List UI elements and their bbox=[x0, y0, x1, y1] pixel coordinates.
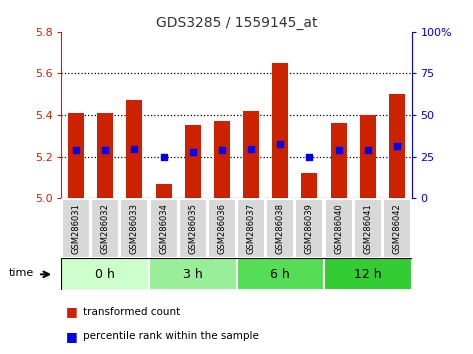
Bar bbox=[91, 199, 119, 258]
Bar bbox=[121, 199, 149, 258]
Bar bbox=[179, 199, 207, 258]
Bar bbox=[214, 121, 230, 198]
Point bbox=[218, 148, 226, 153]
Point bbox=[276, 141, 284, 147]
Bar bbox=[383, 199, 411, 258]
Text: time: time bbox=[9, 268, 35, 278]
Text: GSM286036: GSM286036 bbox=[218, 203, 227, 254]
Text: 3 h: 3 h bbox=[183, 268, 202, 281]
Bar bbox=[324, 258, 412, 290]
Bar bbox=[389, 94, 405, 198]
Text: GSM286039: GSM286039 bbox=[305, 203, 314, 254]
Bar bbox=[296, 199, 324, 258]
Bar bbox=[61, 258, 149, 290]
Text: GSM286038: GSM286038 bbox=[276, 203, 285, 254]
Bar bbox=[149, 199, 177, 258]
Bar bbox=[62, 199, 90, 258]
Point bbox=[247, 147, 255, 152]
Point bbox=[72, 148, 80, 153]
Bar bbox=[156, 184, 172, 198]
Bar bbox=[331, 124, 347, 198]
Text: GSM286035: GSM286035 bbox=[188, 203, 197, 254]
Bar bbox=[237, 199, 265, 258]
Point bbox=[364, 148, 372, 153]
Bar bbox=[68, 113, 84, 198]
Text: GSM286033: GSM286033 bbox=[130, 203, 139, 254]
Bar bbox=[236, 258, 324, 290]
Text: GSM286034: GSM286034 bbox=[159, 203, 168, 254]
Bar bbox=[243, 111, 259, 198]
Text: GSM286042: GSM286042 bbox=[393, 203, 402, 254]
Text: ■: ■ bbox=[66, 330, 78, 343]
Bar bbox=[354, 199, 382, 258]
Bar bbox=[208, 199, 236, 258]
Text: GSM286037: GSM286037 bbox=[246, 203, 255, 254]
Text: GDS3285 / 1559145_at: GDS3285 / 1559145_at bbox=[156, 16, 317, 30]
Point bbox=[189, 150, 197, 155]
Text: GSM286031: GSM286031 bbox=[71, 203, 80, 254]
Bar bbox=[149, 258, 236, 290]
Text: ■: ■ bbox=[66, 305, 78, 318]
Bar bbox=[97, 113, 113, 198]
Text: 12 h: 12 h bbox=[354, 268, 382, 281]
Text: 6 h: 6 h bbox=[271, 268, 290, 281]
Text: percentile rank within the sample: percentile rank within the sample bbox=[83, 331, 259, 341]
Bar bbox=[126, 101, 142, 198]
Bar bbox=[301, 173, 317, 198]
Bar bbox=[324, 199, 352, 258]
Bar bbox=[360, 115, 376, 198]
Point bbox=[393, 143, 401, 149]
Bar bbox=[272, 63, 288, 198]
Point bbox=[160, 154, 167, 159]
Point bbox=[306, 154, 313, 159]
Point bbox=[131, 147, 138, 152]
Bar bbox=[185, 125, 201, 198]
Text: transformed count: transformed count bbox=[83, 307, 180, 316]
Point bbox=[101, 148, 109, 153]
Text: 0 h: 0 h bbox=[95, 268, 115, 281]
Point bbox=[335, 148, 342, 153]
Text: GSM286040: GSM286040 bbox=[334, 203, 343, 254]
Text: GSM286041: GSM286041 bbox=[363, 203, 372, 254]
Text: GSM286032: GSM286032 bbox=[101, 203, 110, 254]
Bar bbox=[266, 199, 294, 258]
